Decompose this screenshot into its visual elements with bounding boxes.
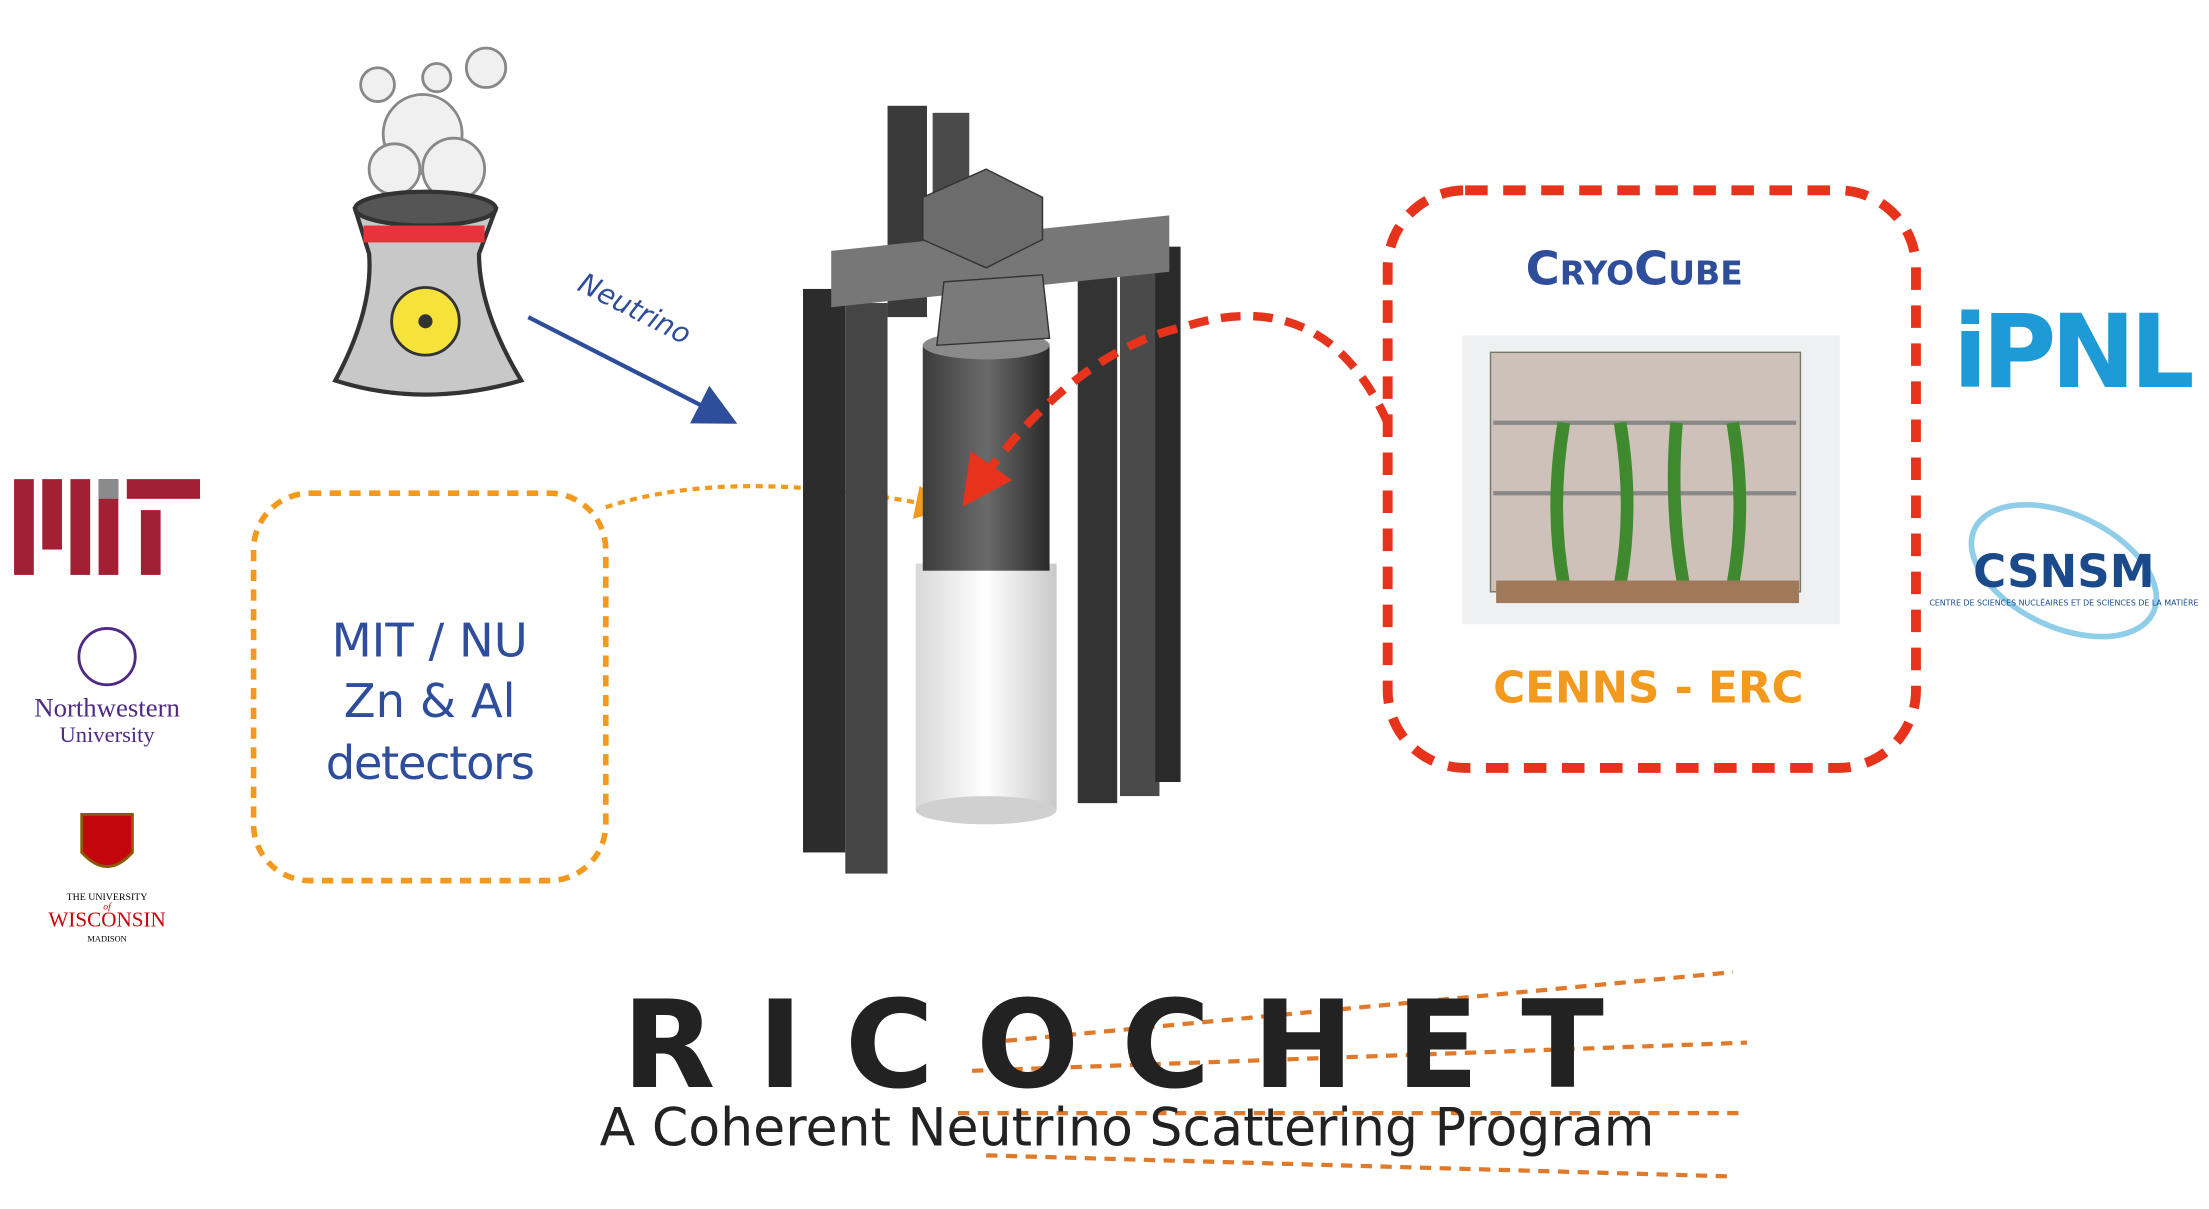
left-box <box>250 490 609 884</box>
northwestern-university: University <box>60 722 156 747</box>
reactor-icon <box>332 46 525 397</box>
csnsm-name: CSNSM <box>1973 545 2154 598</box>
northwestern-seal <box>77 627 137 687</box>
csnsm-orbit <box>1968 501 2160 640</box>
cryocube-image <box>1462 335 1840 625</box>
ipnl-logo: iPNL <box>1953 293 2192 411</box>
red-arrow <box>962 311 1392 508</box>
ricochet-title: RICOCHET <box>622 975 1646 1116</box>
ricochet-subtitle: A Coherent Neutrino Scattering Program <box>600 1098 1655 1158</box>
left-box-line: detectors <box>326 736 534 790</box>
mit-logo <box>14 479 201 575</box>
cryocube-title: CryoCube <box>1526 242 1743 296</box>
neutrino-label: Neutrino <box>573 266 696 351</box>
northwestern-name: Northwestern <box>34 692 180 722</box>
wisconsin-name: WISCONSIN <box>48 907 165 931</box>
cenns-erc: CENNS - ERC <box>1493 662 1803 713</box>
wisconsin-line: of <box>103 902 112 913</box>
wisconsin-line: THE UNIVERSITY <box>67 892 148 903</box>
wisconsin-line: MADISON <box>87 934 126 944</box>
csnsm-full: CENTRE DE SCIENCES NUCLÉAIRES ET DE SCIE… <box>1929 597 2198 608</box>
wisconsin-crest <box>80 813 134 868</box>
right-box <box>1382 185 1921 773</box>
left-box-line: MIT / NU <box>332 613 528 667</box>
left-box-line: Zn & Al <box>344 674 516 728</box>
ricochet-arrows <box>957 970 1747 1179</box>
cryostat-drawing <box>803 105 1181 874</box>
neutrino-arrow <box>527 315 738 424</box>
orange-arrow <box>605 484 950 519</box>
